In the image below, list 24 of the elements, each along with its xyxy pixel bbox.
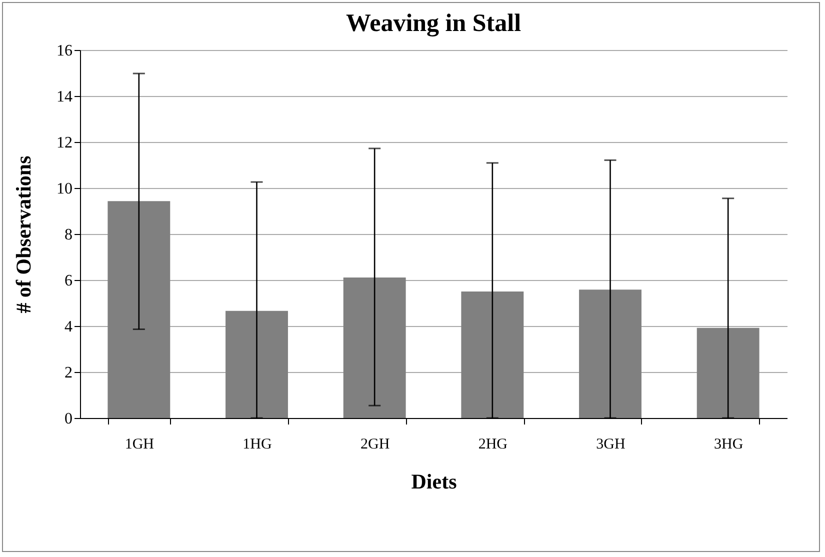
x-axis-title: Diets [411,470,457,494]
bar [461,292,524,418]
x-tick-label: 3GH [596,436,626,452]
x-tick-label: 1HG [242,436,272,452]
bar [226,310,288,418]
y-tick-label: 10 [56,180,72,198]
y-tick-label: 2 [64,364,72,382]
y-axis-title: # of Observations [12,156,36,314]
y-tick-label: 8 [64,226,72,244]
x-tick-label: 3HG [714,436,744,452]
bar [343,277,406,418]
chart-title: Weaving in Stall [346,10,522,37]
y-tick-label: 16 [56,42,72,60]
y-tick-label: 6 [64,272,72,290]
x-tick-label: 2GH [360,436,390,452]
y-tick-label: 14 [56,88,72,106]
y-tick-label: 12 [56,134,72,152]
x-tick-label: 2HG [478,436,508,452]
bar [108,201,170,418]
bar [579,290,642,418]
x-tick-label: 1GH [124,436,154,452]
y-tick-label: 0 [64,410,72,428]
bar [696,328,760,418]
y-tick-label: 4 [64,318,72,336]
